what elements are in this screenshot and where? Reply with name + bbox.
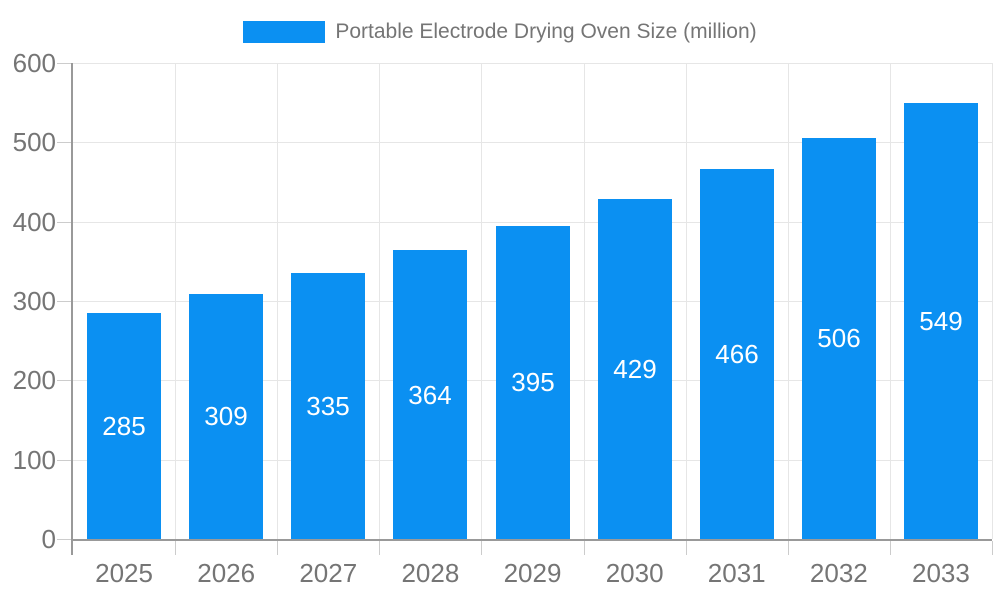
bar-value-label: 466	[715, 339, 759, 370]
x-tick-mark	[379, 541, 380, 555]
y-tick-mark	[57, 142, 71, 144]
chart-legend: Portable Electrode Drying Oven Size (mil…	[0, 20, 1000, 44]
bar-value-label: 506	[817, 323, 861, 354]
x-tick-mark	[992, 541, 993, 555]
v-gridline	[379, 63, 380, 539]
bar: 429	[598, 198, 672, 539]
bar-value-label: 309	[204, 401, 248, 432]
bar: 309	[189, 293, 263, 539]
plot-area: 285 309 335 364 395 429 466 506 549	[73, 63, 993, 539]
y-axis-label: 600	[12, 48, 56, 78]
v-gridline	[890, 63, 891, 539]
bar: 364	[393, 250, 467, 539]
y-axis-line	[71, 63, 73, 555]
v-gridline	[175, 63, 176, 539]
v-gridline	[277, 63, 278, 539]
x-axis-label: 2026	[197, 558, 256, 588]
bar-value-label: 429	[613, 353, 657, 384]
y-tick-mark	[57, 221, 71, 223]
x-axis-label: 2033	[912, 558, 970, 588]
x-tick-mark	[890, 541, 891, 555]
y-tick-mark	[57, 63, 71, 64]
y-tick-mark	[57, 301, 71, 302]
bar: 335	[291, 273, 365, 539]
v-gridline	[686, 63, 687, 539]
bar: 506	[802, 137, 876, 539]
v-gridline	[481, 63, 482, 539]
legend-label: Portable Electrode Drying Oven Size (mil…	[335, 20, 757, 43]
bar-value-label: 395	[511, 367, 555, 398]
x-axis-label: 2025	[95, 558, 153, 588]
v-gridline	[788, 63, 789, 539]
legend-swatch	[243, 21, 326, 43]
v-gridline	[584, 63, 585, 539]
y-axis-label: 500	[12, 127, 56, 158]
v-gridline	[992, 63, 993, 539]
y-tick-mark	[57, 539, 71, 540]
bar-value-label: 364	[408, 379, 452, 410]
h-gridline	[73, 221, 992, 223]
h-gridline	[73, 142, 992, 144]
y-axis-label: 200	[12, 365, 56, 396]
x-axis-label: 2030	[605, 558, 664, 588]
bar-value-label: 549	[919, 306, 963, 337]
x-axis-label: 2032	[809, 558, 868, 588]
x-tick-mark	[175, 541, 176, 555]
y-tick-mark	[57, 380, 71, 382]
y-axis-label: 400	[12, 206, 56, 237]
y-axis-label: 0	[41, 524, 56, 554]
bar-value-label: 285	[102, 410, 146, 441]
bar: 285	[87, 312, 161, 539]
bar: 466	[700, 169, 774, 539]
y-axis-label: 100	[12, 444, 56, 475]
x-tick-mark	[788, 541, 789, 555]
x-tick-mark	[686, 541, 687, 555]
y-axis-label: 300	[12, 286, 56, 316]
x-axis-label: 2029	[503, 558, 562, 588]
x-tick-mark	[277, 541, 278, 555]
x-axis-label: 2027	[299, 558, 358, 588]
bar: 549	[904, 103, 978, 539]
x-axis-line	[71, 539, 992, 541]
h-gridline	[73, 63, 992, 64]
bar-value-label: 335	[306, 391, 350, 422]
x-axis-label: 2028	[401, 558, 460, 588]
bar: 395	[496, 225, 570, 539]
x-axis-label: 2031	[707, 558, 766, 588]
y-tick-mark	[57, 459, 71, 461]
x-tick-mark	[481, 541, 482, 555]
x-tick-mark	[584, 541, 585, 555]
